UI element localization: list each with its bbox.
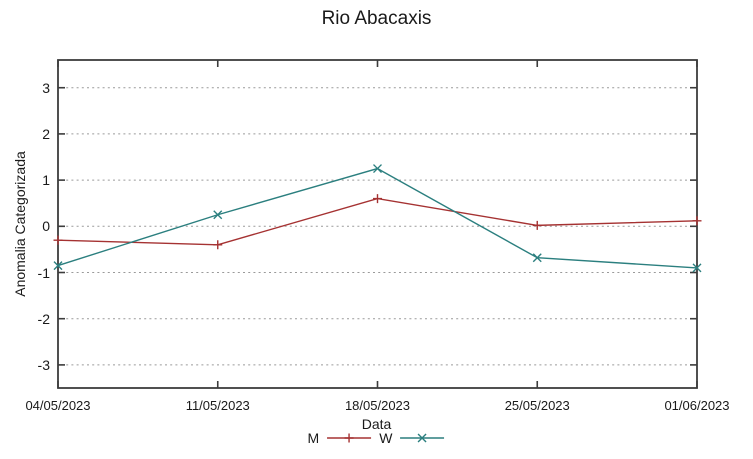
chart-title: Rio Abacaxis [321, 8, 432, 29]
y-tick-label: -2 [37, 310, 50, 327]
legend-sample-plus-icon [327, 433, 372, 443]
y-tick-label: 1 [42, 172, 50, 189]
x-axis-title: Data [361, 416, 392, 432]
x-tick-label: 01/06/2023 [664, 398, 730, 413]
legend-entry-M: M [308, 430, 373, 446]
series-markers-W [53, 164, 702, 273]
legend-label: M [307, 430, 320, 446]
y-tick-label: 2 [42, 125, 50, 142]
legend-entry-W: W [379, 430, 445, 446]
y-tick-label: 0 [42, 218, 50, 235]
y-tick-label: -1 [37, 264, 50, 281]
x-tick-label: 18/05/2023 [344, 398, 411, 413]
x-tick-label: 11/05/2023 [185, 398, 250, 413]
series-line-W [57, 167, 698, 269]
legend-sample-cross-icon [400, 433, 445, 443]
y-tick-label: 3 [42, 79, 50, 96]
y-tick-label: -3 [37, 356, 50, 373]
legend-label: W [379, 430, 393, 446]
series-markers-M [53, 194, 702, 250]
x-tick-label: 25/05/2023 [504, 398, 570, 413]
series-line-M [57, 197, 698, 246]
x-tick-label: 04/05/2023 [25, 398, 91, 413]
